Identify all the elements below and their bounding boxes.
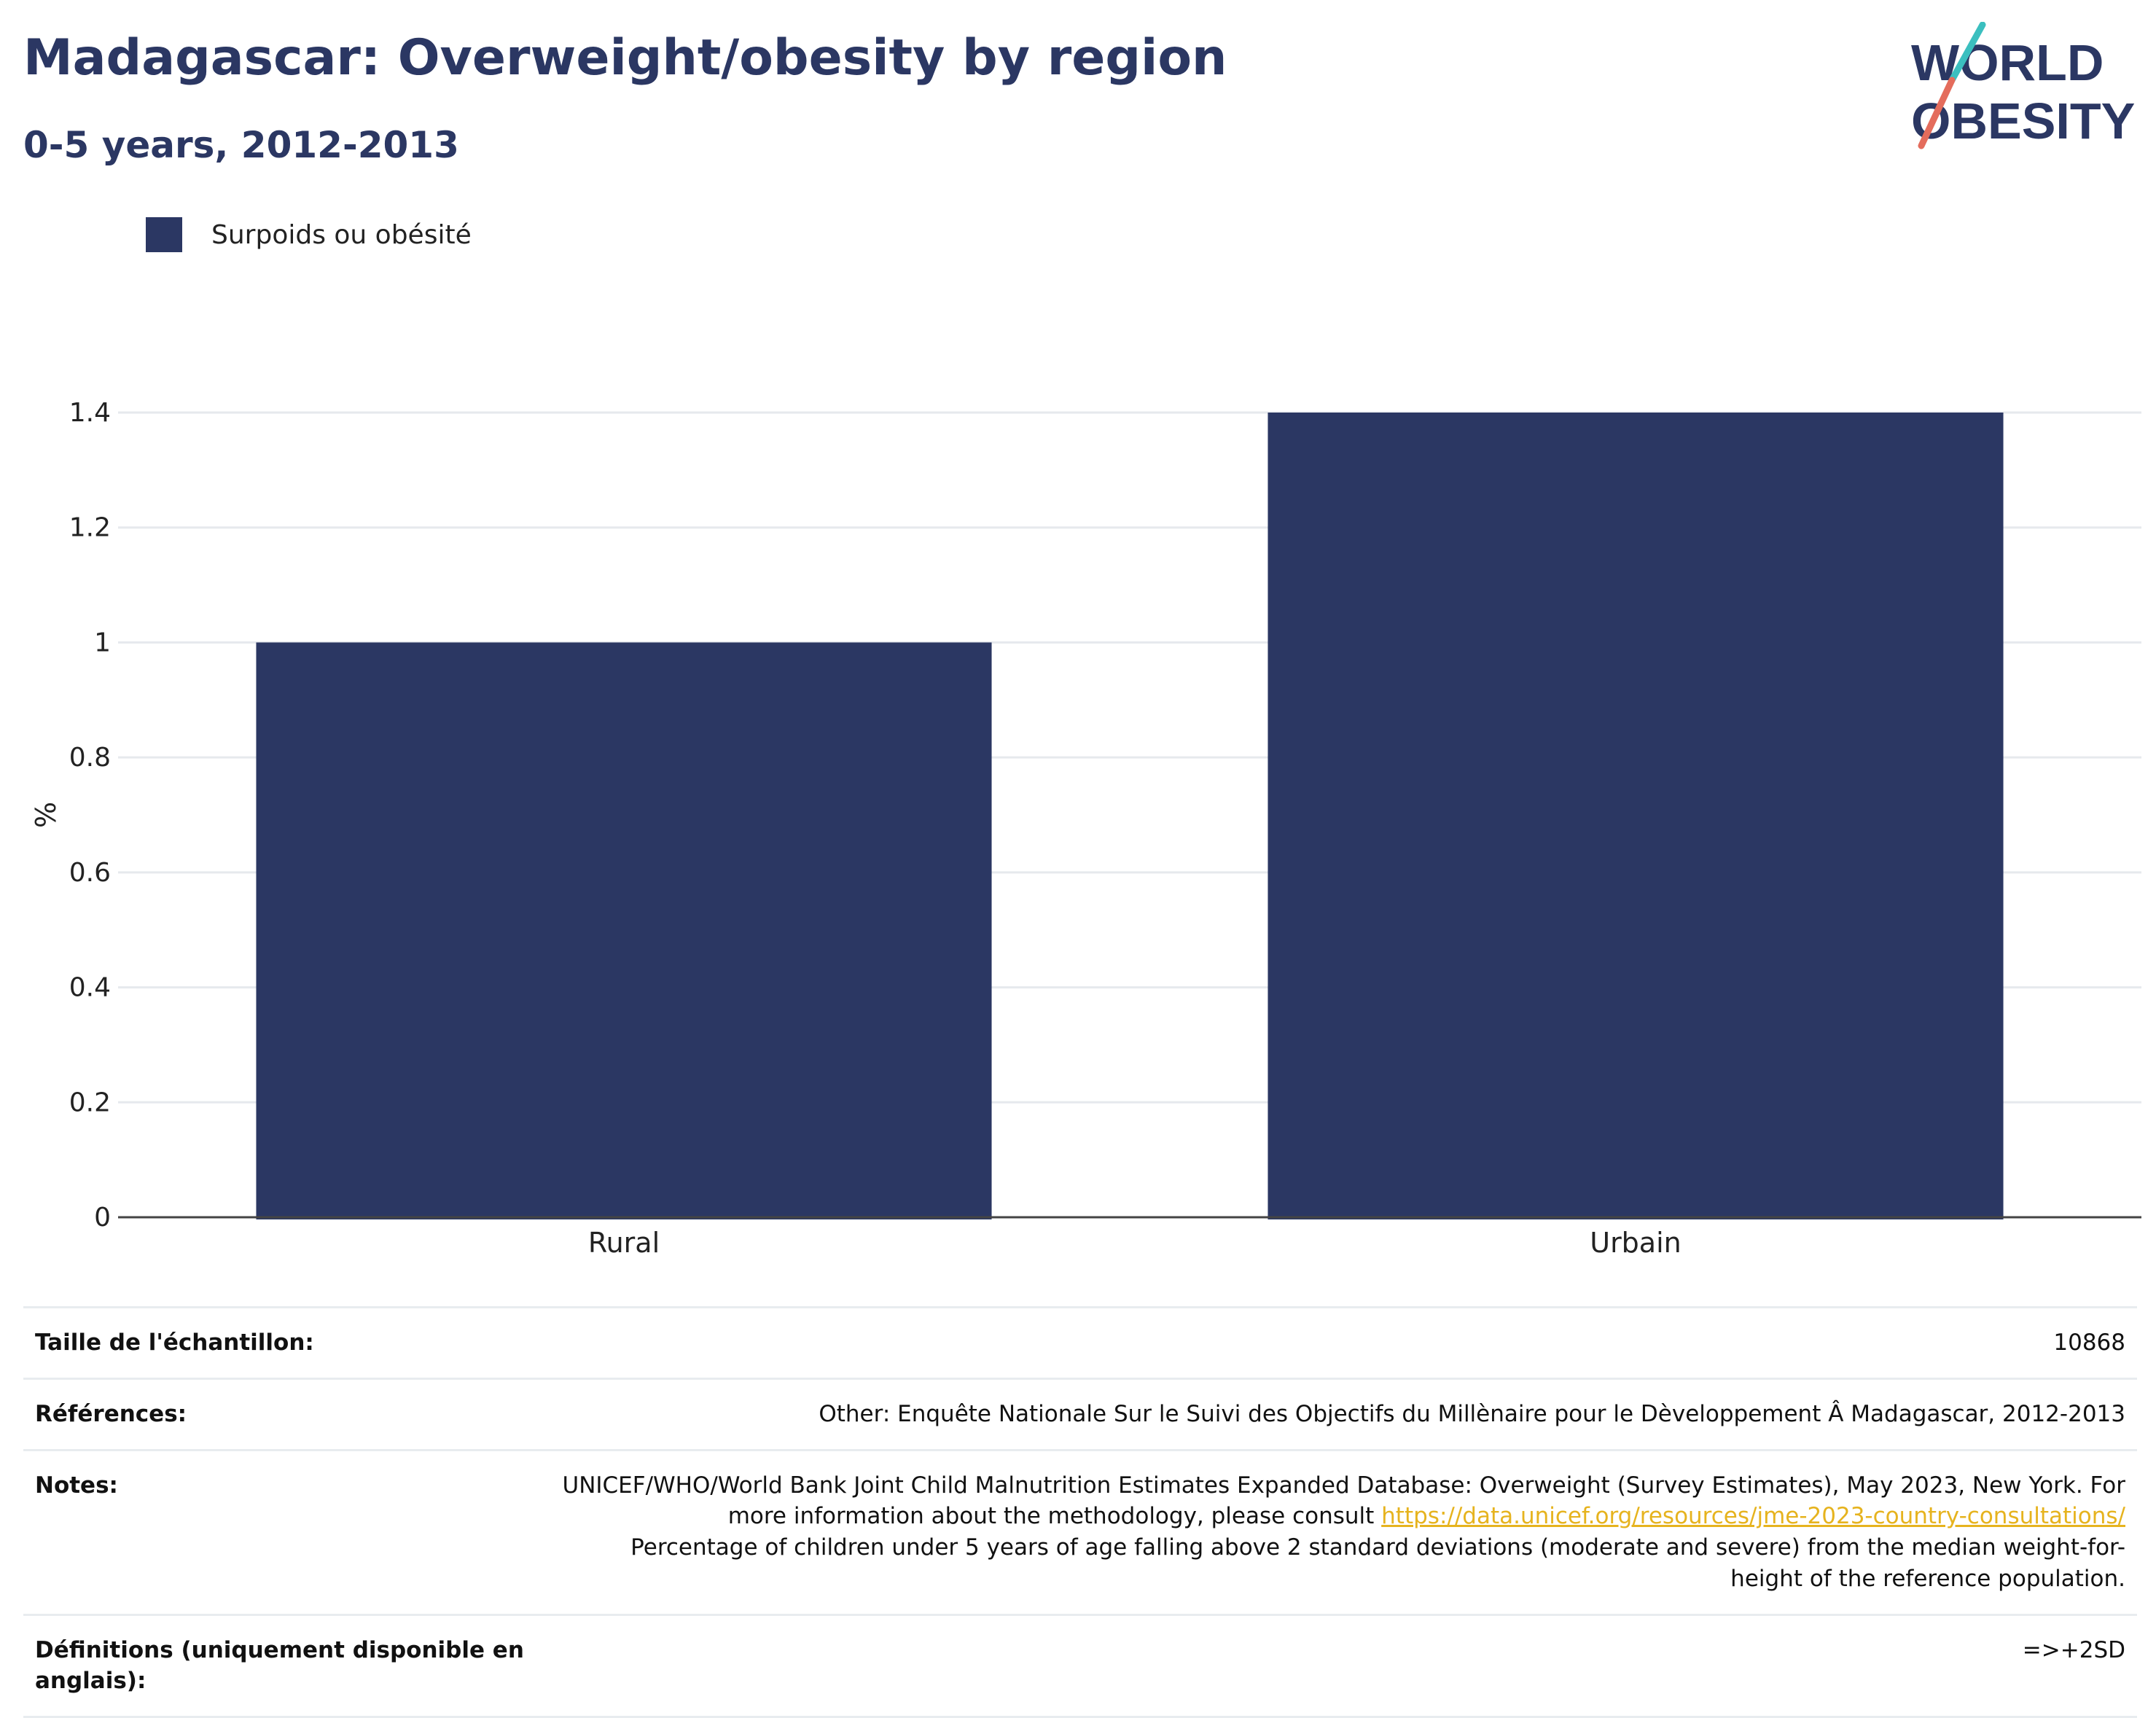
world-obesity-logo: WORLD OBESITY [1911, 22, 2135, 149]
logo-line1: WORLD [1911, 34, 2104, 91]
chart-legend: Surpoids ou obésité [146, 217, 472, 252]
y-tick-label: 0.8 [69, 743, 111, 773]
legend-label: Surpoids ou obésité [211, 219, 472, 250]
notes-link[interactable]: https://data.unicef.org/resources/jme-20… [1381, 1503, 2125, 1530]
bar-urbain [1268, 413, 2004, 1219]
y-tick-label: 0.2 [69, 1088, 111, 1117]
references-label: Références: [23, 1377, 550, 1450]
x-tick-label: Rural [588, 1227, 660, 1259]
legend-swatch [146, 217, 182, 252]
notes-text-2: Percentage of children under 5 years of … [630, 1534, 2125, 1592]
notes-text-1: UNICEF/WHO/World Bank Joint Child Malnut… [562, 1472, 2126, 1530]
info-row-notes: Notes: UNICEF/WHO/World Bank Joint Child… [23, 1448, 2137, 1615]
y-tick-label: 0 [94, 1203, 111, 1233]
notes-label: Notes: [23, 1448, 550, 1615]
y-tick-label: 0.6 [69, 858, 111, 888]
x-tick-label: Urbain [1590, 1227, 1682, 1259]
y-tick-label: 1.4 [69, 398, 111, 428]
definitions-value: =>+2SD [550, 1613, 2137, 1718]
info-row-sample: Taille de l'échantillon: 10868 [23, 1306, 2137, 1379]
bar-chart: 0 0.2 0.4 0.6 0.8 1 1.2 1.4 Rural Urbain% [30, 398, 2141, 1259]
y-axis-label: % [30, 802, 62, 828]
info-row-definitions: Définitions (uniquement disponible en an… [23, 1613, 2137, 1718]
chart-subtitle: 0-5 years, 2012-2013 [23, 124, 459, 166]
references-value: Other: Enquête Nationale Sur le Suivi de… [550, 1377, 2137, 1450]
y-tick-label: 1 [94, 628, 111, 657]
sample-size-value: 10868 [550, 1306, 2137, 1379]
sample-size-label: Taille de l'échantillon: [23, 1306, 550, 1379]
definitions-label: Définitions (uniquement disponible en an… [23, 1613, 550, 1718]
y-tick-label: 1.2 [69, 513, 111, 543]
logo-slash-teal-icon [1948, 22, 1986, 84]
notes-value: UNICEF/WHO/World Bank Joint Child Malnut… [550, 1448, 2137, 1615]
bar-rural [256, 642, 992, 1219]
chart-title: Madagascar: Overweight/obesity by region [23, 29, 1227, 87]
info-table: Taille de l'échantillon: 10868 Référence… [23, 1306, 2137, 1718]
logo-slash-coral-icon [1918, 77, 1956, 149]
logo-line2: OBESITY [1911, 93, 2135, 149]
y-tick-label: 0.4 [69, 973, 111, 1003]
info-row-references: Références: Other: Enquête Nationale Sur… [23, 1377, 2137, 1450]
